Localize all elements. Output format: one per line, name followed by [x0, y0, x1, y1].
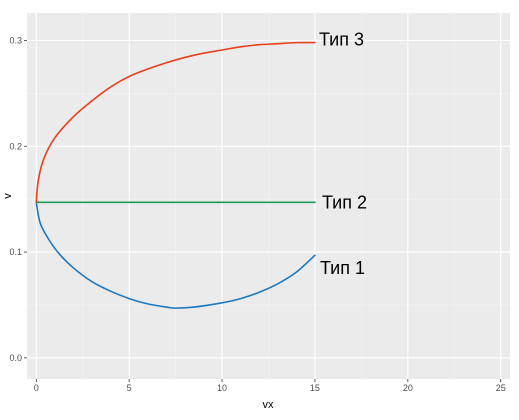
minor-gridlines [27, 13, 510, 379]
x-tick-label: 15 [310, 383, 320, 393]
x-tick-label: 20 [403, 383, 413, 393]
series-label-3: Тип 3 [319, 30, 364, 50]
y-tick-label: 0.1 [9, 247, 22, 257]
series-labels: Тип 1 Тип 2 Тип 3 [319, 30, 367, 279]
x-tick-label: 5 [127, 383, 132, 393]
x-axis-ticks: 0 5 10 15 20 25 [34, 379, 506, 393]
y-axis-title: v [2, 193, 14, 199]
series-label-2: Тип 2 [322, 192, 367, 212]
y-tick-label: 0.3 [9, 36, 22, 46]
series-label-1: Тип 1 [320, 258, 365, 278]
y-tick-label: 0.2 [9, 141, 22, 151]
series-lines [35, 41, 316, 309]
y-tick-label: 0.0 [9, 353, 22, 363]
x-tick-label: 10 [217, 383, 227, 393]
x-axis-title: vx [263, 399, 275, 411]
y-axis-ticks: 0.0 0.1 0.2 0.3 [9, 36, 27, 363]
major-gridlines [27, 13, 510, 379]
series-line-1 [35, 201, 316, 309]
x-tick-label: 25 [496, 383, 506, 393]
series-line-3 [35, 41, 316, 204]
x-tick-label: 0 [34, 383, 39, 393]
